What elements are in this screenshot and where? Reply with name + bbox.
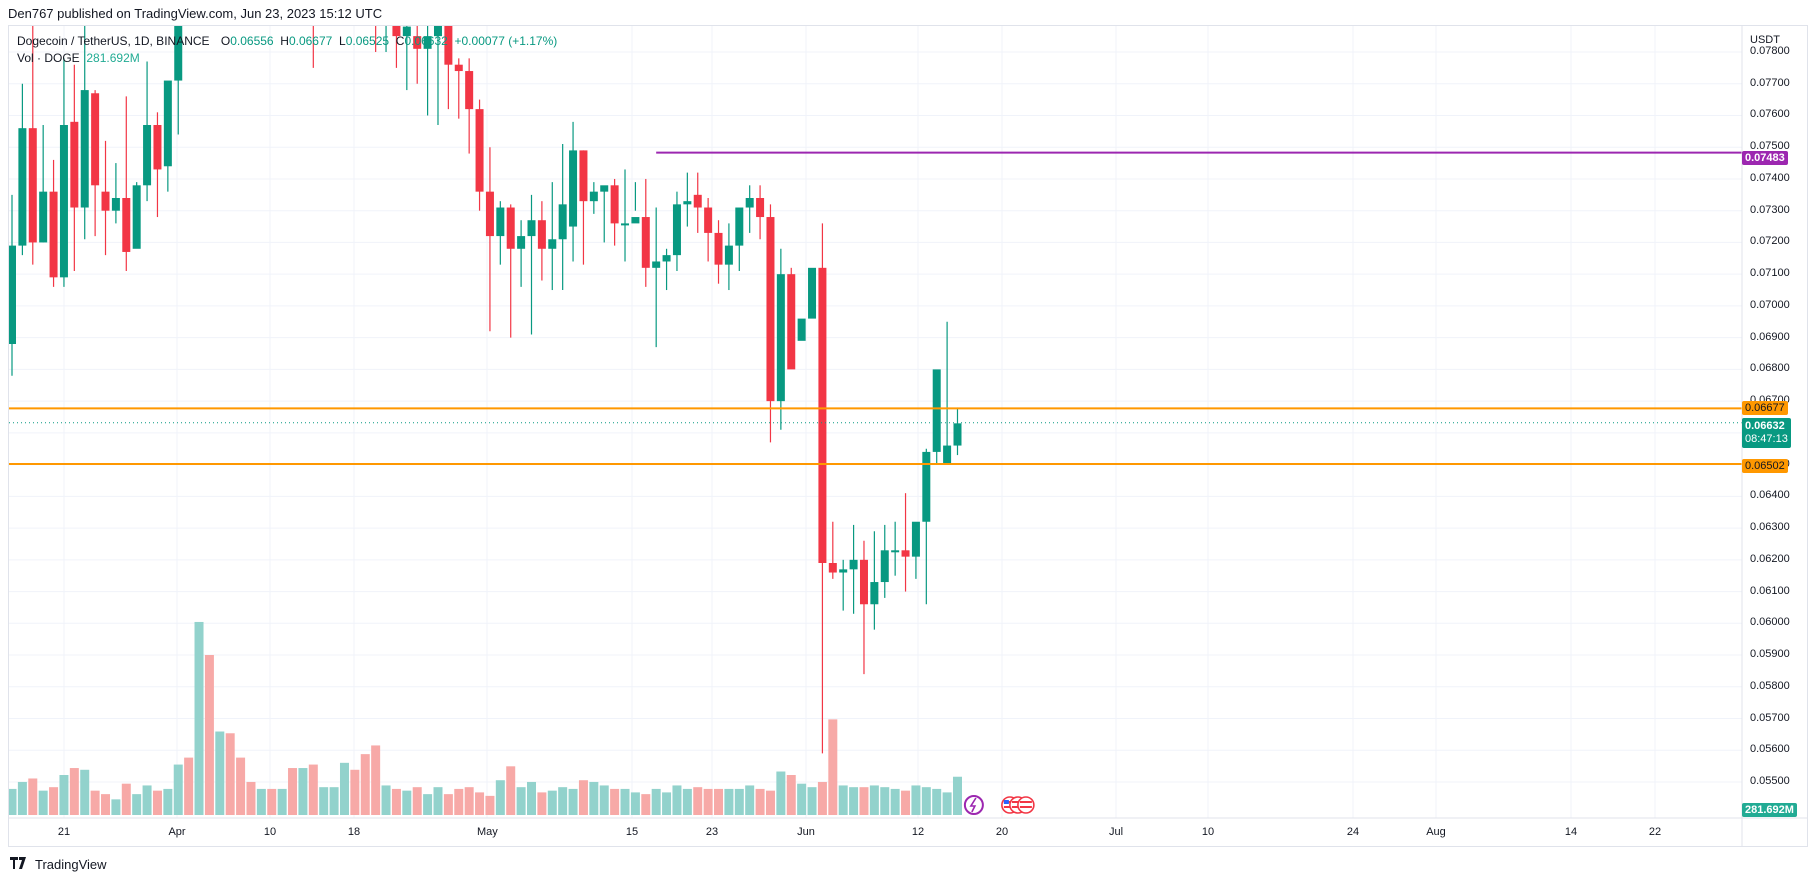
price-tick: 0.06200 (1750, 552, 1790, 565)
price-tick: 0.07200 (1750, 235, 1790, 248)
last-price: 0.06632 (1745, 420, 1785, 432)
time-tick: 15 (625, 826, 639, 838)
time-tick: 23 (705, 826, 719, 838)
volume-tag: 281.692M (1742, 803, 1797, 817)
footer: TradingView (10, 853, 107, 872)
time-tick: 24 (1346, 826, 1360, 838)
low-value: 0.06525 (345, 34, 390, 48)
time-tick: 18 (347, 826, 361, 838)
brand-name[interactable]: TradingView (35, 856, 107, 872)
price-tick: 0.06300 (1750, 521, 1790, 534)
time-tick: May (477, 826, 498, 838)
time-tick: Aug (1426, 826, 1446, 838)
price-tick: 0.07500 (1750, 140, 1790, 153)
time-tick: 12 (911, 826, 925, 838)
price-tick: 0.07300 (1750, 203, 1790, 216)
price-tick: 0.05500 (1750, 774, 1790, 787)
time-tick: Apr (168, 826, 186, 838)
price-tick: 0.06000 (1750, 616, 1790, 629)
chart-frame (8, 25, 1808, 847)
price-tick: 0.07600 (1750, 108, 1790, 121)
volume-value: 281.692M (86, 51, 140, 65)
tradingview-logo-icon[interactable] (10, 853, 30, 872)
price-tick: 0.05600 (1750, 743, 1790, 756)
high-value: 0.06677 (288, 34, 333, 48)
bar-countdown: 08:47:13 (1745, 433, 1788, 445)
time-tick: 14 (1564, 826, 1578, 838)
time-tick: 10 (263, 826, 277, 838)
price-tick: 0.07700 (1750, 76, 1790, 89)
price-tick: 0.05800 (1750, 679, 1790, 692)
volume-label: Vol · DOGE (17, 51, 80, 65)
price-tick: 0.07100 (1750, 267, 1790, 280)
time-tick: Jun (797, 826, 815, 838)
currency-label: USDT (1750, 34, 1780, 46)
legend: Dogecoin / TetherUS, 1D, BINANCE O0.0655… (17, 34, 558, 65)
price-tick: 0.06100 (1750, 584, 1790, 597)
price-tick: 0.05700 (1750, 711, 1790, 724)
close-value: 0.06632 (404, 34, 448, 48)
time-tick: 20 (995, 826, 1009, 838)
purple-level-tag: 0.07483 (1742, 151, 1788, 165)
price-tick: 0.06800 (1750, 362, 1790, 375)
time-tick: 22 (1648, 826, 1662, 838)
open-value: 0.06556 (230, 34, 274, 48)
time-tick: Jul (1108, 826, 1124, 838)
price-tick: 0.07400 (1750, 171, 1790, 184)
price-tick: 0.07800 (1750, 45, 1790, 57)
price-tick: 0.07000 (1750, 298, 1790, 311)
symbol-title[interactable]: Dogecoin / TetherUS, 1D, BINANCE (17, 34, 210, 48)
change-value: +0.00077 (+1.17%) (454, 34, 558, 48)
price-tick: 0.06400 (1750, 489, 1790, 502)
last-price-tag: 0.06632 08:47:13 (1742, 418, 1791, 448)
price-tick: 0.05900 (1750, 648, 1790, 661)
time-tick: 21 (57, 826, 71, 838)
price-tick: 0.06900 (1750, 330, 1790, 343)
published-caption: Den767 published on TradingView.com, Jun… (8, 6, 383, 21)
support-level-tag: 0.06502 (1742, 459, 1788, 473)
time-tick: 10 (1201, 826, 1215, 838)
resistance-level-tag: 0.06677 (1742, 401, 1788, 415)
